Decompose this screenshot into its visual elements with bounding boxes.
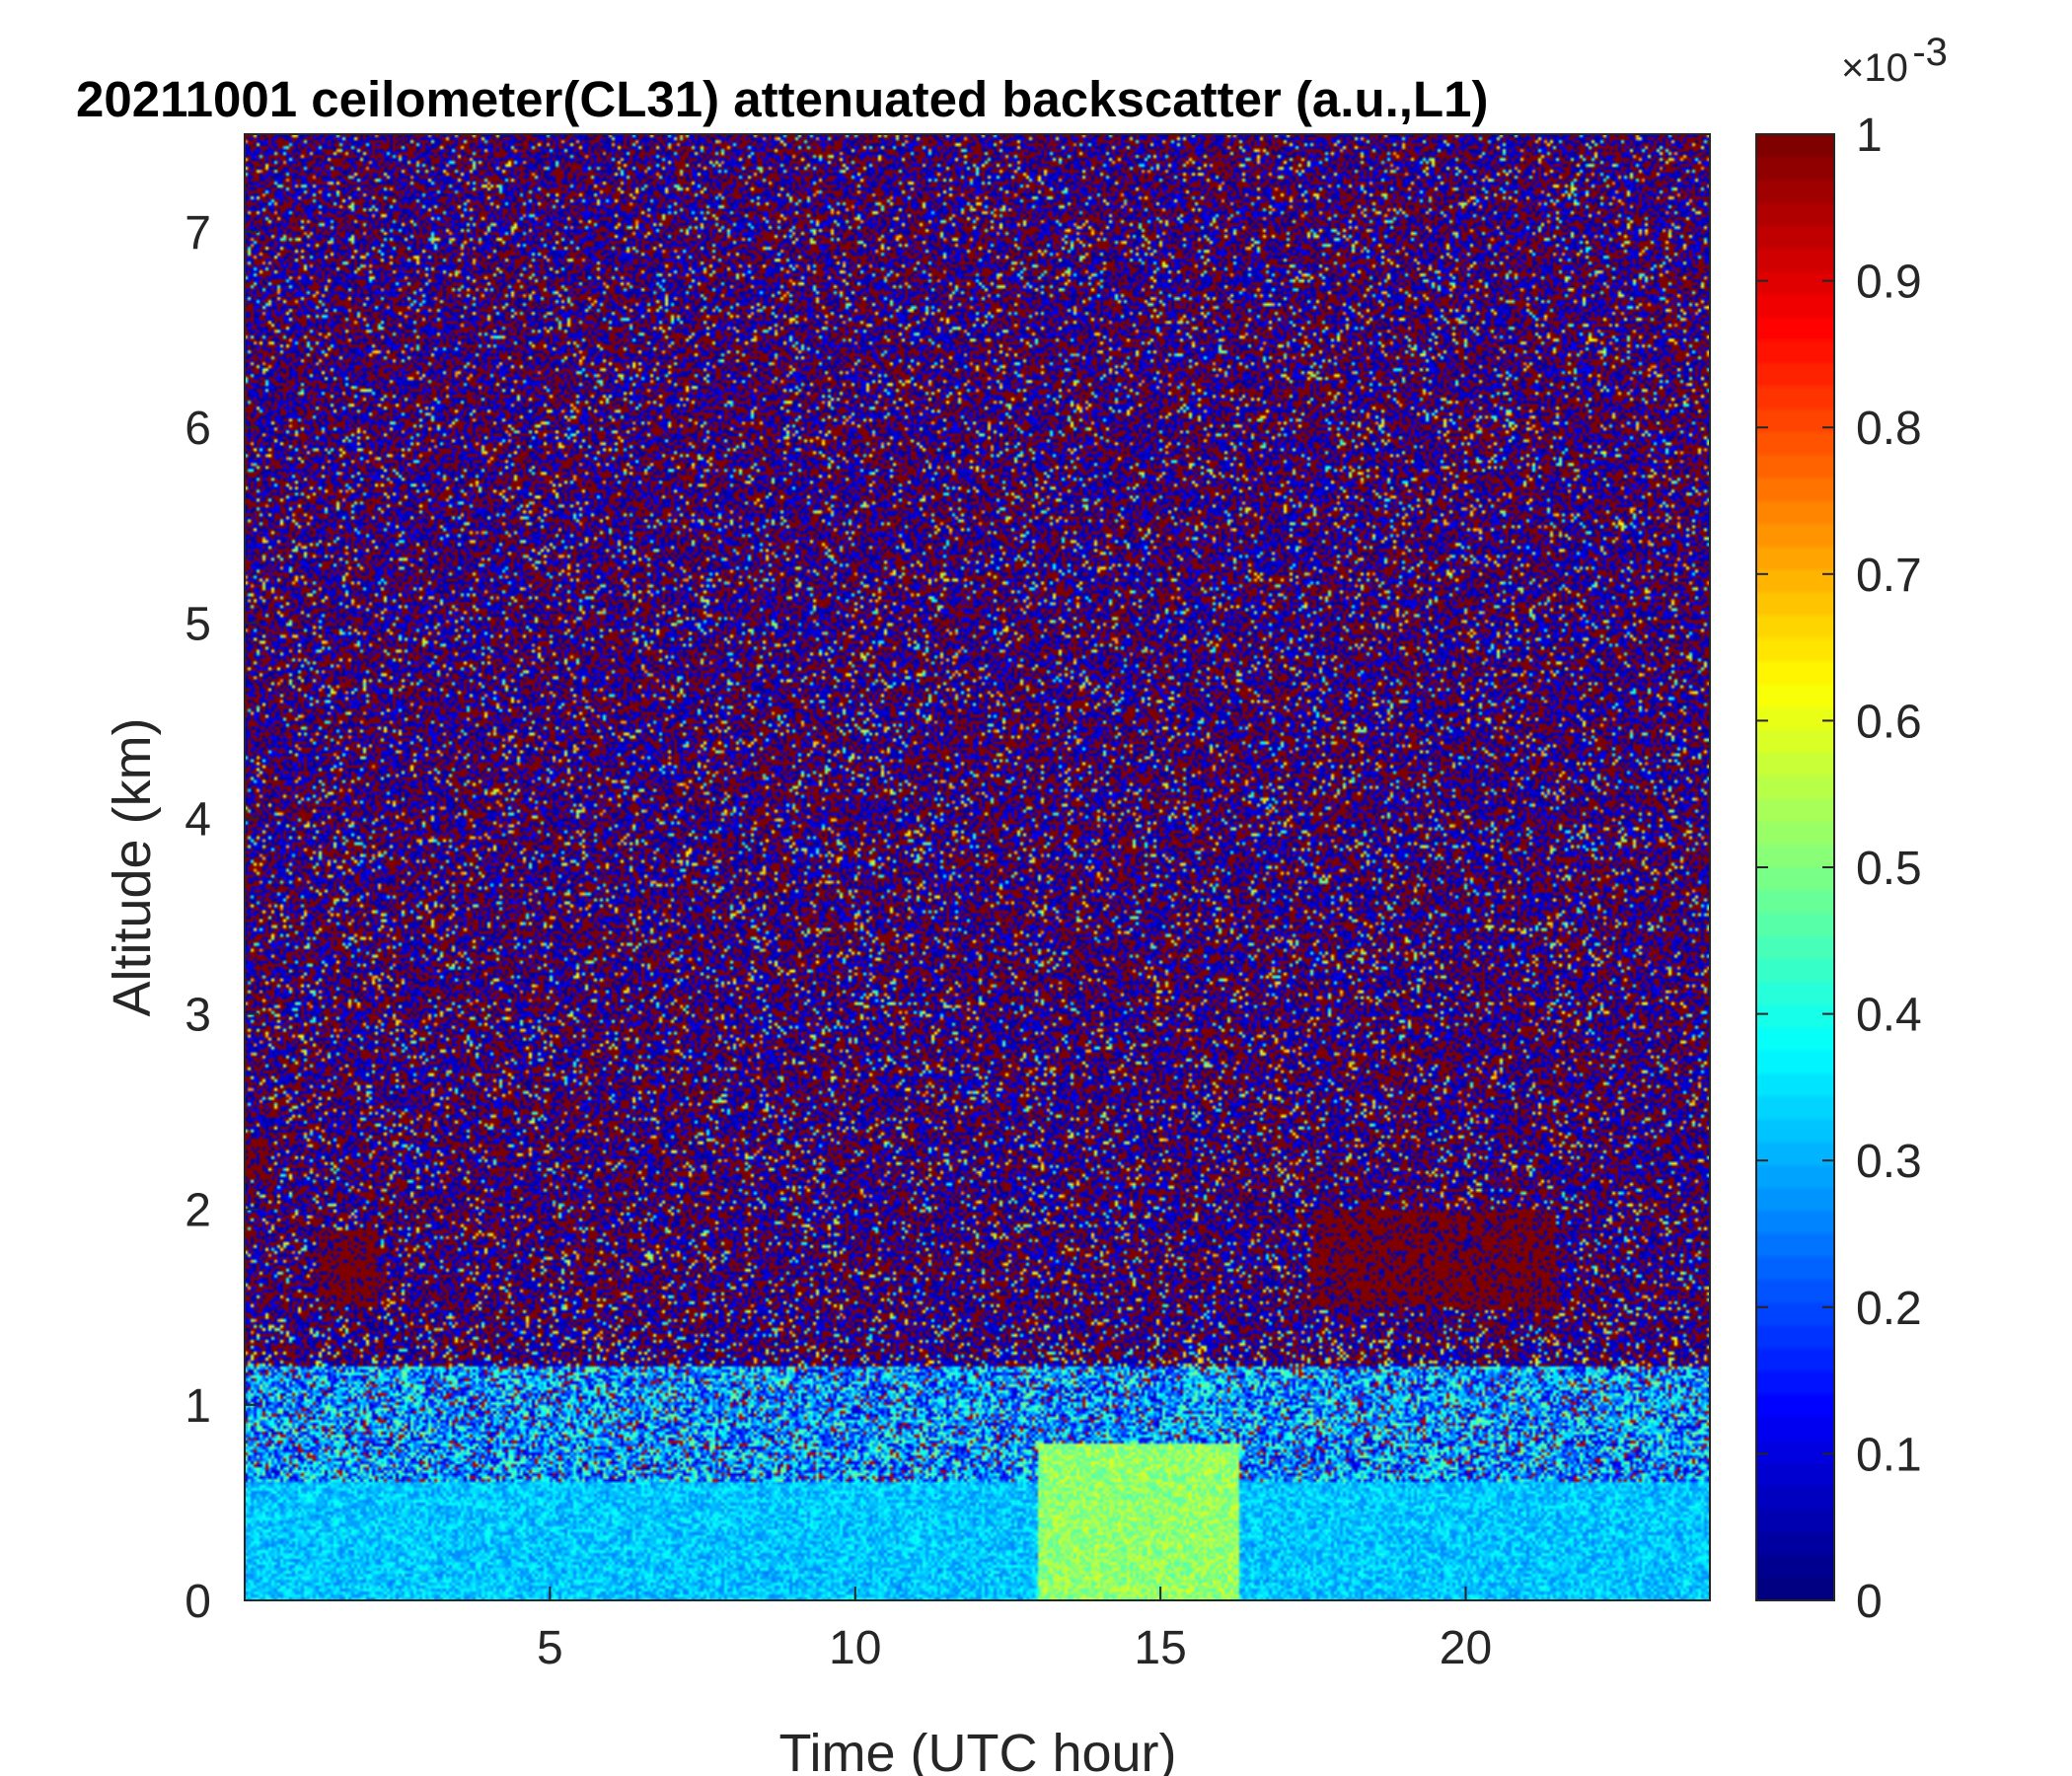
x-axis-label: Time (UTC hour): [778, 1724, 1176, 1776]
y-tick-label: 4: [185, 793, 211, 846]
colorbar-gradient: [1756, 134, 1834, 1600]
plot-area: [244, 133, 1711, 1601]
colorbar-exponent: ×10 -3: [1841, 31, 1948, 90]
y-tick-label: 0: [185, 1576, 211, 1628]
colorbar-ticks: 0 0.1 0.2 0.3 0.4 0.5 0.6 0.7 0.8 0.9 1: [1756, 110, 1922, 1628]
colorbar-tick-label: 0.6: [1856, 696, 1922, 748]
colorbar-tick-label: 0.5: [1856, 843, 1922, 895]
colorbar-tick-label: 0.8: [1856, 403, 1922, 455]
y-tick-label: 2: [185, 1185, 211, 1237]
x-tick-label: 5: [537, 1622, 563, 1674]
y-tick-label: 5: [185, 598, 211, 650]
y-axis: 0 1 2 3 4 5 6 7: [185, 207, 259, 1628]
colorbar-tick-label: 1: [1856, 110, 1883, 162]
plot-frame: [244, 133, 1711, 1601]
colorbar: 0 0.1 0.2 0.3 0.4 0.5 0.6 0.7 0.8 0.9 1 ×10 -3: [1755, 31, 1948, 1628]
colorbar-tick-label: 0.7: [1856, 550, 1922, 602]
y-tick-label: 6: [185, 403, 211, 455]
colorbar-tick-label: 0.2: [1856, 1283, 1922, 1335]
x-tick-label: 10: [829, 1622, 881, 1674]
y-axis-label: Altitude (km): [103, 717, 162, 1016]
x-tick-label: 20: [1440, 1622, 1492, 1674]
x-axis: 5 10 15 20: [537, 1587, 1492, 1674]
colorbar-exponent-base: ×10: [1841, 46, 1908, 90]
backscatter-heatmap: [245, 134, 1710, 1600]
colorbar-tick-label: 0.4: [1856, 990, 1922, 1042]
x-tick-label: 15: [1134, 1622, 1186, 1674]
y-tick-label: 1: [185, 1380, 211, 1433]
y-tick-label: 3: [185, 990, 211, 1042]
colorbar-exponent-power: -3: [1912, 31, 1948, 74]
colorbar-tick-label: 0.3: [1856, 1136, 1922, 1188]
colorbar-tick-label: 0: [1856, 1576, 1883, 1628]
colorbar-tick-label: 0.9: [1856, 257, 1922, 309]
chart-title: 20211001 ceilometer(CL31) attenuated bac…: [76, 71, 1488, 127]
colorbar-tick-label: 0.1: [1856, 1429, 1922, 1481]
y-tick-label: 7: [185, 207, 211, 259]
